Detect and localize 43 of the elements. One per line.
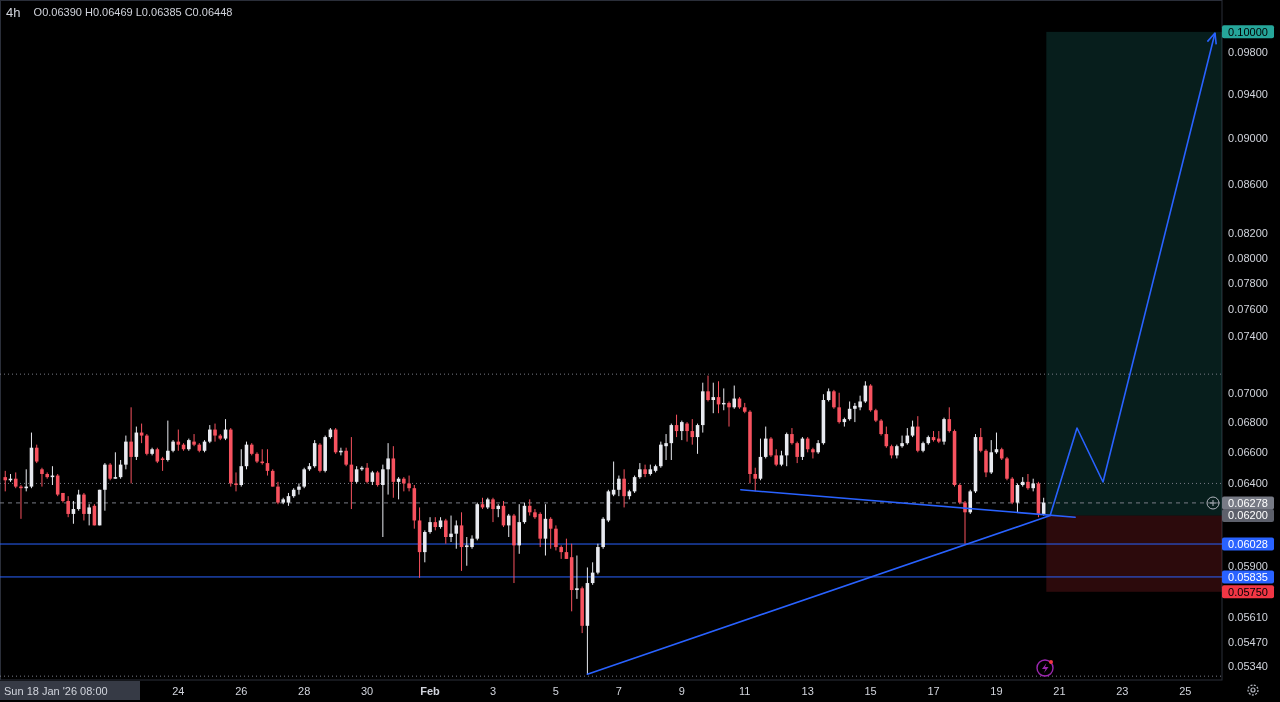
x-tick-label: 30 <box>361 684 374 697</box>
y-tick-label: 0.09800 <box>1228 46 1268 59</box>
ref-line-label: 0.06028 <box>1228 537 1268 550</box>
y-tick-label: 0.06800 <box>1228 415 1268 428</box>
text: Sun 18 Jan '26 08:00 <box>4 684 108 697</box>
band-label: 0.05750 <box>1228 585 1268 598</box>
y-tick-label: 0.07600 <box>1228 303 1268 316</box>
ref-line-label: 0.05835 <box>1228 570 1268 583</box>
x-tick-label: 19 <box>990 684 1003 697</box>
x-tick-label: 13 <box>801 684 814 697</box>
x-tick-label: 24 <box>172 684 185 697</box>
y-tick-label: 0.07800 <box>1228 277 1268 290</box>
y-tick-label: 0.06400 <box>1228 477 1268 490</box>
y-tick-label: 0.08000 <box>1228 251 1268 264</box>
text: 0.06200 <box>1228 509 1268 522</box>
y-tick-label: 0.05900 <box>1228 559 1268 572</box>
y-tick-label: 0.09000 <box>1228 132 1268 145</box>
x-tick-label: 28 <box>298 684 311 697</box>
y-tick-label: 0.08200 <box>1228 226 1268 239</box>
annotation: O0.06390 H0.06469 L0.06385 C0.06448 <box>33 5 233 18</box>
x-tick-label: 5 <box>552 684 559 697</box>
y-tick-label: 0.05470 <box>1228 636 1268 649</box>
x-tick-label: 9 <box>678 684 685 697</box>
x-tick-label: 15 <box>864 684 877 697</box>
chart-title: 4h <box>6 4 21 20</box>
y-tick-label: 0.06600 <box>1228 446 1268 459</box>
x-tick-label: 17 <box>927 684 940 697</box>
y-tick-label: 0.07400 <box>1228 330 1268 343</box>
x-tick-label: 3 <box>489 684 497 697</box>
y-tick-label: 0.07000 <box>1228 386 1268 399</box>
y-tick-label: 0.05340 <box>1228 660 1268 673</box>
x-tick-label: 26 <box>235 684 248 697</box>
x-tick-label: Feb <box>420 684 441 697</box>
x-tick-label: 23 <box>1116 684 1129 697</box>
y-tick-label: 0.08600 <box>1228 178 1268 191</box>
y-tick-label: 0.09400 <box>1228 88 1268 101</box>
band-label: 0.10000 <box>1228 25 1268 38</box>
y-tick-label: 0.05610 <box>1228 610 1268 623</box>
ref-line-label: 0.06278 <box>1228 496 1268 509</box>
x-tick-label: 25 <box>1179 684 1192 697</box>
x-tick-label: 21 <box>1053 684 1066 697</box>
x-tick-label: 11 <box>739 684 751 697</box>
x-tick-label: 7 <box>615 684 622 697</box>
